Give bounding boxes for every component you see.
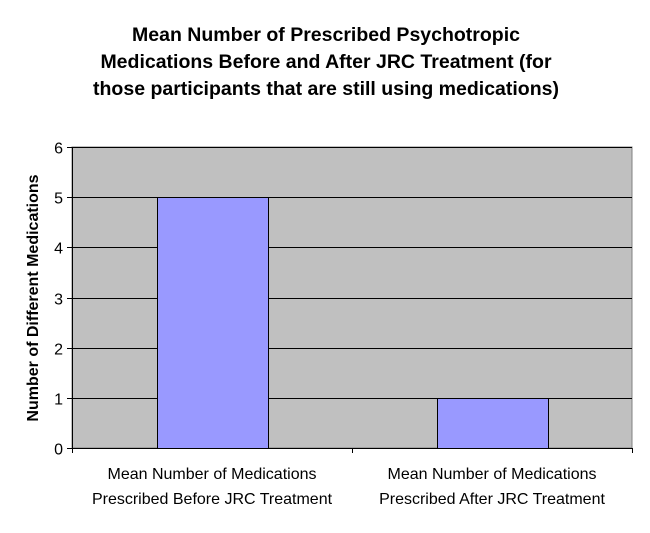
x-tick-label: Mean Number of Medications	[108, 466, 317, 483]
y-tick-label: 6	[54, 141, 63, 158]
x-tick-label: Prescribed Before JRC Treatment	[92, 491, 333, 508]
x-tick-labels: Mean Number of Medications Prescribed Bef…	[92, 466, 606, 508]
y-tick-label: 1	[54, 392, 63, 409]
y-tick-labels: 0 1 2 3 4 5 6	[54, 141, 63, 459]
y-axis-label: Number of Different Medications	[25, 174, 42, 421]
y-tick-label: 3	[54, 292, 63, 309]
chart-title: Mean Number of Prescribed Psychotropic M…	[93, 24, 559, 100]
y-tick-label: 2	[54, 342, 63, 359]
chart-title-line: Mean Number of Prescribed Psychotropic	[132, 24, 520, 46]
x-tick-label: Mean Number of Medications	[388, 466, 597, 483]
chart-title-line: Medications Before and After JRC Treatme…	[100, 51, 552, 73]
bars	[157, 197, 549, 449]
chart-title-line: those participants that are still using …	[93, 78, 559, 100]
bar	[157, 197, 269, 449]
x-tick-label: Prescribed After JRC Treatment	[379, 491, 605, 508]
y-tick-label: 0	[54, 442, 63, 459]
bar	[437, 398, 549, 449]
y-tick-label: 4	[54, 241, 63, 258]
axes	[67, 147, 633, 453]
y-tick-label: 5	[54, 191, 63, 208]
